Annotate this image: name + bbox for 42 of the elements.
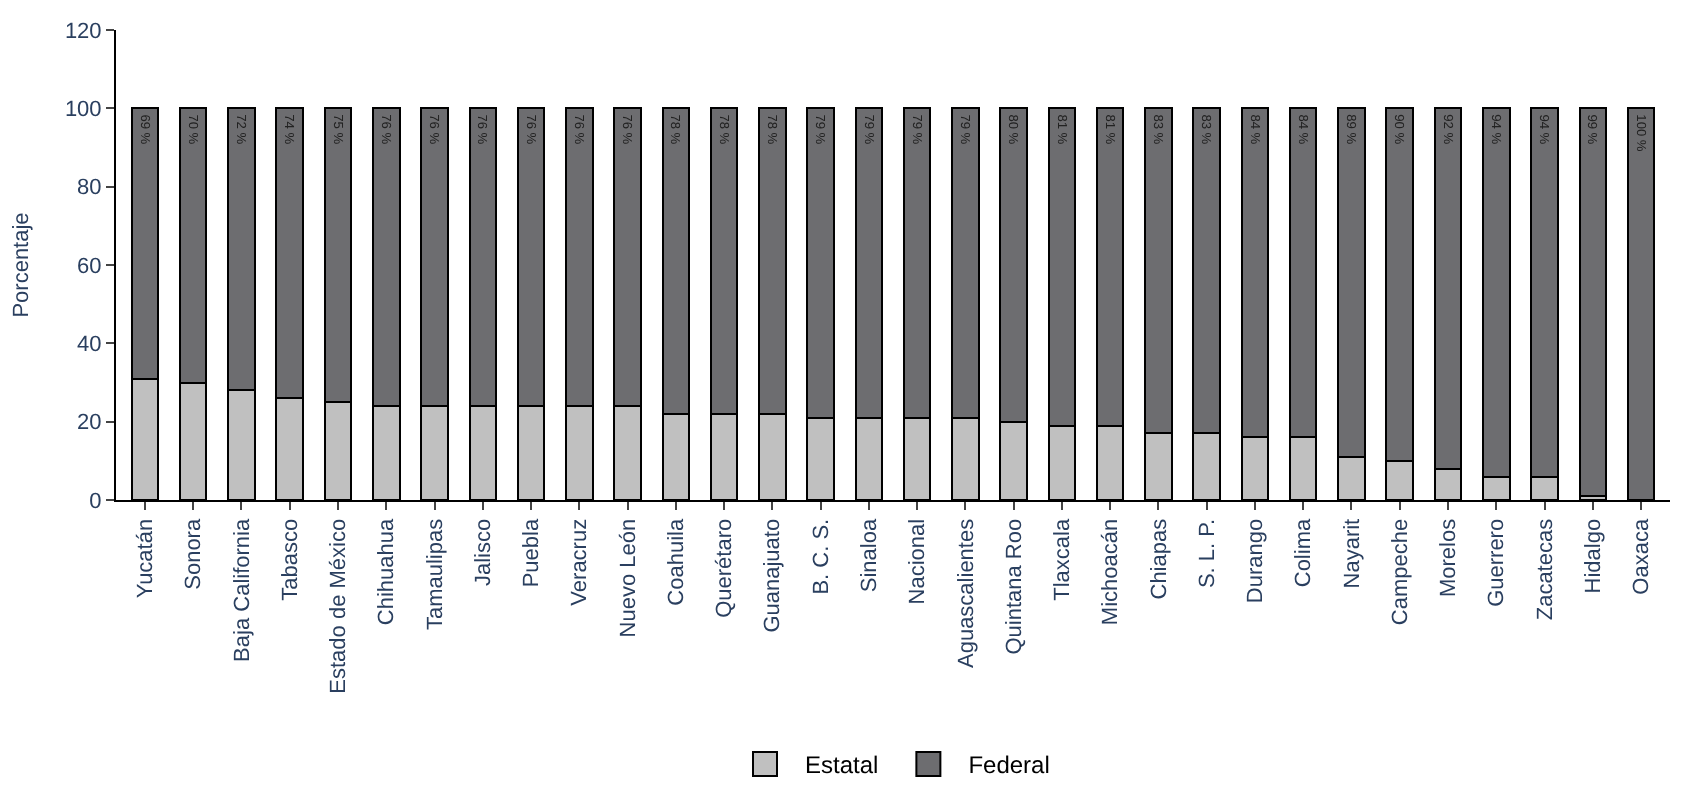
x-tick-label: Oaxaca <box>1630 517 1655 595</box>
x-tick-label: Guanajuato <box>761 518 786 633</box>
x-tick-label: Tabasco <box>278 518 303 601</box>
x-tick-label: Coahuila <box>664 517 689 606</box>
x-tick-label: Nayarit <box>1340 518 1365 589</box>
x-tick-label: Michoacán <box>1099 518 1124 626</box>
y-tick-label: 0 <box>89 489 102 514</box>
x-tick-label: Veracruz <box>568 518 593 606</box>
x-tick-label: Jalisco <box>471 518 496 587</box>
x-tick-label: S. L. P. <box>1195 518 1220 589</box>
y-tick-label: 40 <box>77 333 102 358</box>
x-tick-label: Colima <box>1292 517 1317 588</box>
x-tick-label: Yucatán <box>134 518 159 599</box>
y-tick-label: 120 <box>64 19 102 44</box>
x-tick-label: Nacional <box>906 518 931 605</box>
y-tick-label: 100 <box>64 98 102 123</box>
x-tick-label: Baja California <box>230 517 255 662</box>
legend-label: Estatal <box>805 751 879 780</box>
y-tick-label: 20 <box>77 411 102 436</box>
x-tick-label: Zacatecas <box>1533 517 1558 621</box>
y-tick-label: 80 <box>77 176 102 201</box>
x-tick-label: Morelos <box>1437 517 1462 598</box>
y-tick-label: 60 <box>77 254 102 279</box>
x-tick-label: Quintana Roo <box>1002 518 1027 655</box>
x-tick-label: Nuevo León <box>616 518 641 638</box>
x-tick-label: Estado de México <box>327 518 352 694</box>
x-tick-label: Durango <box>1244 518 1269 604</box>
x-tick-label: Chiapas <box>1147 517 1172 600</box>
x-tick-label: Tlaxcala <box>1051 517 1076 601</box>
x-tick-label: Aguascalientes <box>954 517 979 669</box>
x-tick-label: Sonora <box>182 517 207 590</box>
x-tick-label: Tamaulipas <box>423 517 448 631</box>
x-tick-label: Querétaro <box>713 518 738 618</box>
x-tick-label: Sinaloa <box>858 517 883 593</box>
x-tick-label: Hidalgo <box>1581 518 1606 594</box>
x-tick-label: Campeche <box>1388 518 1413 626</box>
x-tick-label: Guerrero <box>1485 518 1510 607</box>
y-axis-title: Porcentaje <box>10 212 35 318</box>
legend-label: Federal <box>968 751 1050 780</box>
x-tick-label: Chihuahua <box>375 517 400 626</box>
x-tick-label: Puebla <box>520 517 545 588</box>
x-tick-label: B. C. S. <box>809 518 834 595</box>
